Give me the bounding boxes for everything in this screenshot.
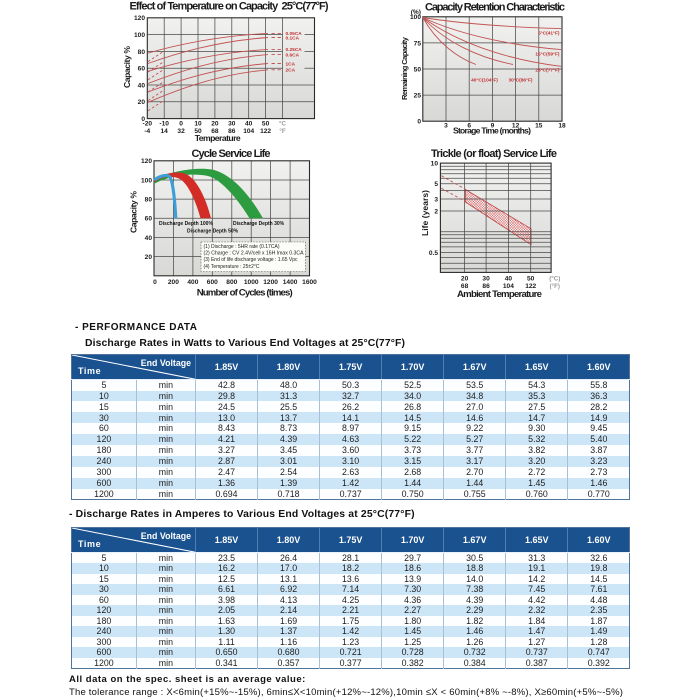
svg-text:6: 6 <box>467 123 471 130</box>
svg-text:Cycle Service Life: Cycle Service Life <box>192 148 271 160</box>
svg-text:Effect of Temperature on Capac: Effect of Temperature on Capacity 25°C(7… <box>130 1 329 13</box>
svg-text:-4: -4 <box>144 128 150 135</box>
svg-text:120: 120 <box>141 158 152 165</box>
svg-text:80: 80 <box>145 197 153 204</box>
svg-text:30: 30 <box>228 121 236 128</box>
svg-text:1600: 1600 <box>302 279 317 286</box>
svg-text:75: 75 <box>414 40 422 47</box>
svg-text:68: 68 <box>211 128 219 135</box>
svg-text:40: 40 <box>245 121 253 128</box>
svg-text:Discharge Depth 50%: Discharge Depth 50% <box>187 228 239 234</box>
svg-text:0.6CA: 0.6CA <box>286 52 300 58</box>
svg-text:18: 18 <box>558 123 566 130</box>
svg-text:Capacity %: Capacity % <box>129 191 139 233</box>
svg-text:80: 80 <box>138 49 146 56</box>
svg-text:200: 200 <box>168 279 179 286</box>
svg-text:122: 122 <box>525 283 536 290</box>
svg-text:(%): (%) <box>411 9 421 16</box>
svg-text:32: 32 <box>177 128 185 135</box>
svg-text:800: 800 <box>226 279 237 286</box>
svg-text:°C: °C <box>279 121 286 128</box>
svg-text:30: 30 <box>482 275 490 282</box>
svg-text:30°C(86°F): 30°C(86°F) <box>508 78 532 84</box>
svg-text:20: 20 <box>211 121 219 128</box>
svg-text:9: 9 <box>491 123 495 130</box>
svg-text:40°C(104°F): 40°C(104°F) <box>471 78 498 84</box>
svg-text:104: 104 <box>503 283 514 290</box>
svg-text:1CA: 1CA <box>286 61 296 67</box>
svg-text:3: 3 <box>434 196 438 203</box>
svg-text:50: 50 <box>414 66 422 73</box>
svg-text:104: 104 <box>243 128 254 135</box>
svg-text:15: 15 <box>535 123 543 130</box>
svg-text:0: 0 <box>417 119 421 126</box>
svg-text:-10: -10 <box>159 121 169 128</box>
svg-text:5°C(41°F): 5°C(41°F) <box>538 31 560 37</box>
svg-text:100: 100 <box>134 32 145 39</box>
svg-text:40: 40 <box>138 82 146 89</box>
svg-text:1200: 1200 <box>263 279 278 286</box>
svg-text:Discharge Depth 100%: Discharge Depth 100% <box>159 221 213 227</box>
svg-text:2: 2 <box>434 208 438 215</box>
svg-text:(1) Discharge : 5HR rate (0.17: (1) Discharge : 5HR rate (0.17CA) <box>204 244 280 250</box>
svg-text:40: 40 <box>145 235 153 242</box>
svg-text:Life (years): Life (years) <box>420 190 430 236</box>
svg-text:0: 0 <box>141 116 145 123</box>
svg-text:(°C): (°C) <box>549 275 560 282</box>
svg-text:0: 0 <box>153 279 157 286</box>
svg-text:Storage Time (months): Storage Time (months) <box>453 126 531 136</box>
svg-text:0.25CA: 0.25CA <box>286 47 303 53</box>
svg-text:0.1CA: 0.1CA <box>286 35 300 41</box>
svg-text:50: 50 <box>194 128 202 135</box>
svg-text:°F: °F <box>279 128 285 135</box>
svg-text:50: 50 <box>527 275 535 282</box>
svg-text:68: 68 <box>461 283 469 290</box>
svg-text:60: 60 <box>138 66 146 73</box>
svg-text:120: 120 <box>134 15 145 22</box>
svg-text:100: 100 <box>410 14 421 21</box>
svg-text:600: 600 <box>207 279 218 286</box>
svg-text:Trickle (or float) Service Lif: Trickle (or float) Service Life <box>431 148 557 160</box>
svg-text:10: 10 <box>194 121 202 128</box>
svg-text:Number of Cycles (times): Number of Cycles (times) <box>197 288 293 299</box>
svg-text:86: 86 <box>228 128 236 135</box>
svg-text:10: 10 <box>431 161 439 168</box>
svg-text:Remaining Capacity: Remaining Capacity <box>400 36 409 100</box>
svg-text:60: 60 <box>145 216 153 223</box>
svg-text:(2) Charge : CV 2.4V/cell x 16: (2) Charge : CV 2.4V/cell x 16H Imax 0.3… <box>204 251 305 257</box>
svg-text:122: 122 <box>260 128 271 135</box>
svg-text:Temperature: Temperature <box>195 133 241 143</box>
svg-text:5: 5 <box>434 181 438 188</box>
svg-text:20: 20 <box>145 254 153 261</box>
svg-text:400: 400 <box>187 279 198 286</box>
svg-text:(3) End of life discharge volt: (3) End of life discharge voltage : 1.65… <box>204 257 298 263</box>
svg-text:-20: -20 <box>143 121 153 128</box>
svg-text:Ambient Temperature: Ambient Temperature <box>457 289 542 300</box>
svg-text:Capacity %: Capacity % <box>122 46 132 88</box>
svg-text:Discharge Depth 30%: Discharge Depth 30% <box>233 221 285 227</box>
svg-text:20: 20 <box>138 99 146 106</box>
svg-text:100: 100 <box>141 177 152 184</box>
svg-text:20: 20 <box>461 275 469 282</box>
svg-text:25: 25 <box>414 93 422 100</box>
svg-text:50: 50 <box>262 121 270 128</box>
svg-text:25°C(77°F): 25°C(77°F) <box>535 68 559 74</box>
svg-text:(°F): (°F) <box>550 283 560 290</box>
svg-text:15°C(59°F): 15°C(59°F) <box>535 52 559 58</box>
svg-text:(4) Temperature : 25±2°C: (4) Temperature : 25±2°C <box>204 264 260 270</box>
svg-text:14: 14 <box>161 128 169 135</box>
svg-text:12: 12 <box>512 123 520 130</box>
svg-text:2CA: 2CA <box>286 68 296 74</box>
svg-text:86: 86 <box>482 283 490 290</box>
svg-text:0.5: 0.5 <box>429 250 438 257</box>
svg-text:0: 0 <box>179 121 183 128</box>
svg-text:3: 3 <box>444 123 448 130</box>
svg-text:0.05CA: 0.05CA <box>286 31 303 37</box>
svg-text:1000: 1000 <box>244 279 259 286</box>
svg-text:1400: 1400 <box>283 279 298 286</box>
svg-text:40: 40 <box>505 275 513 282</box>
svg-text:Capacity Retention Characteris: Capacity Retention Characteristic <box>425 1 565 13</box>
